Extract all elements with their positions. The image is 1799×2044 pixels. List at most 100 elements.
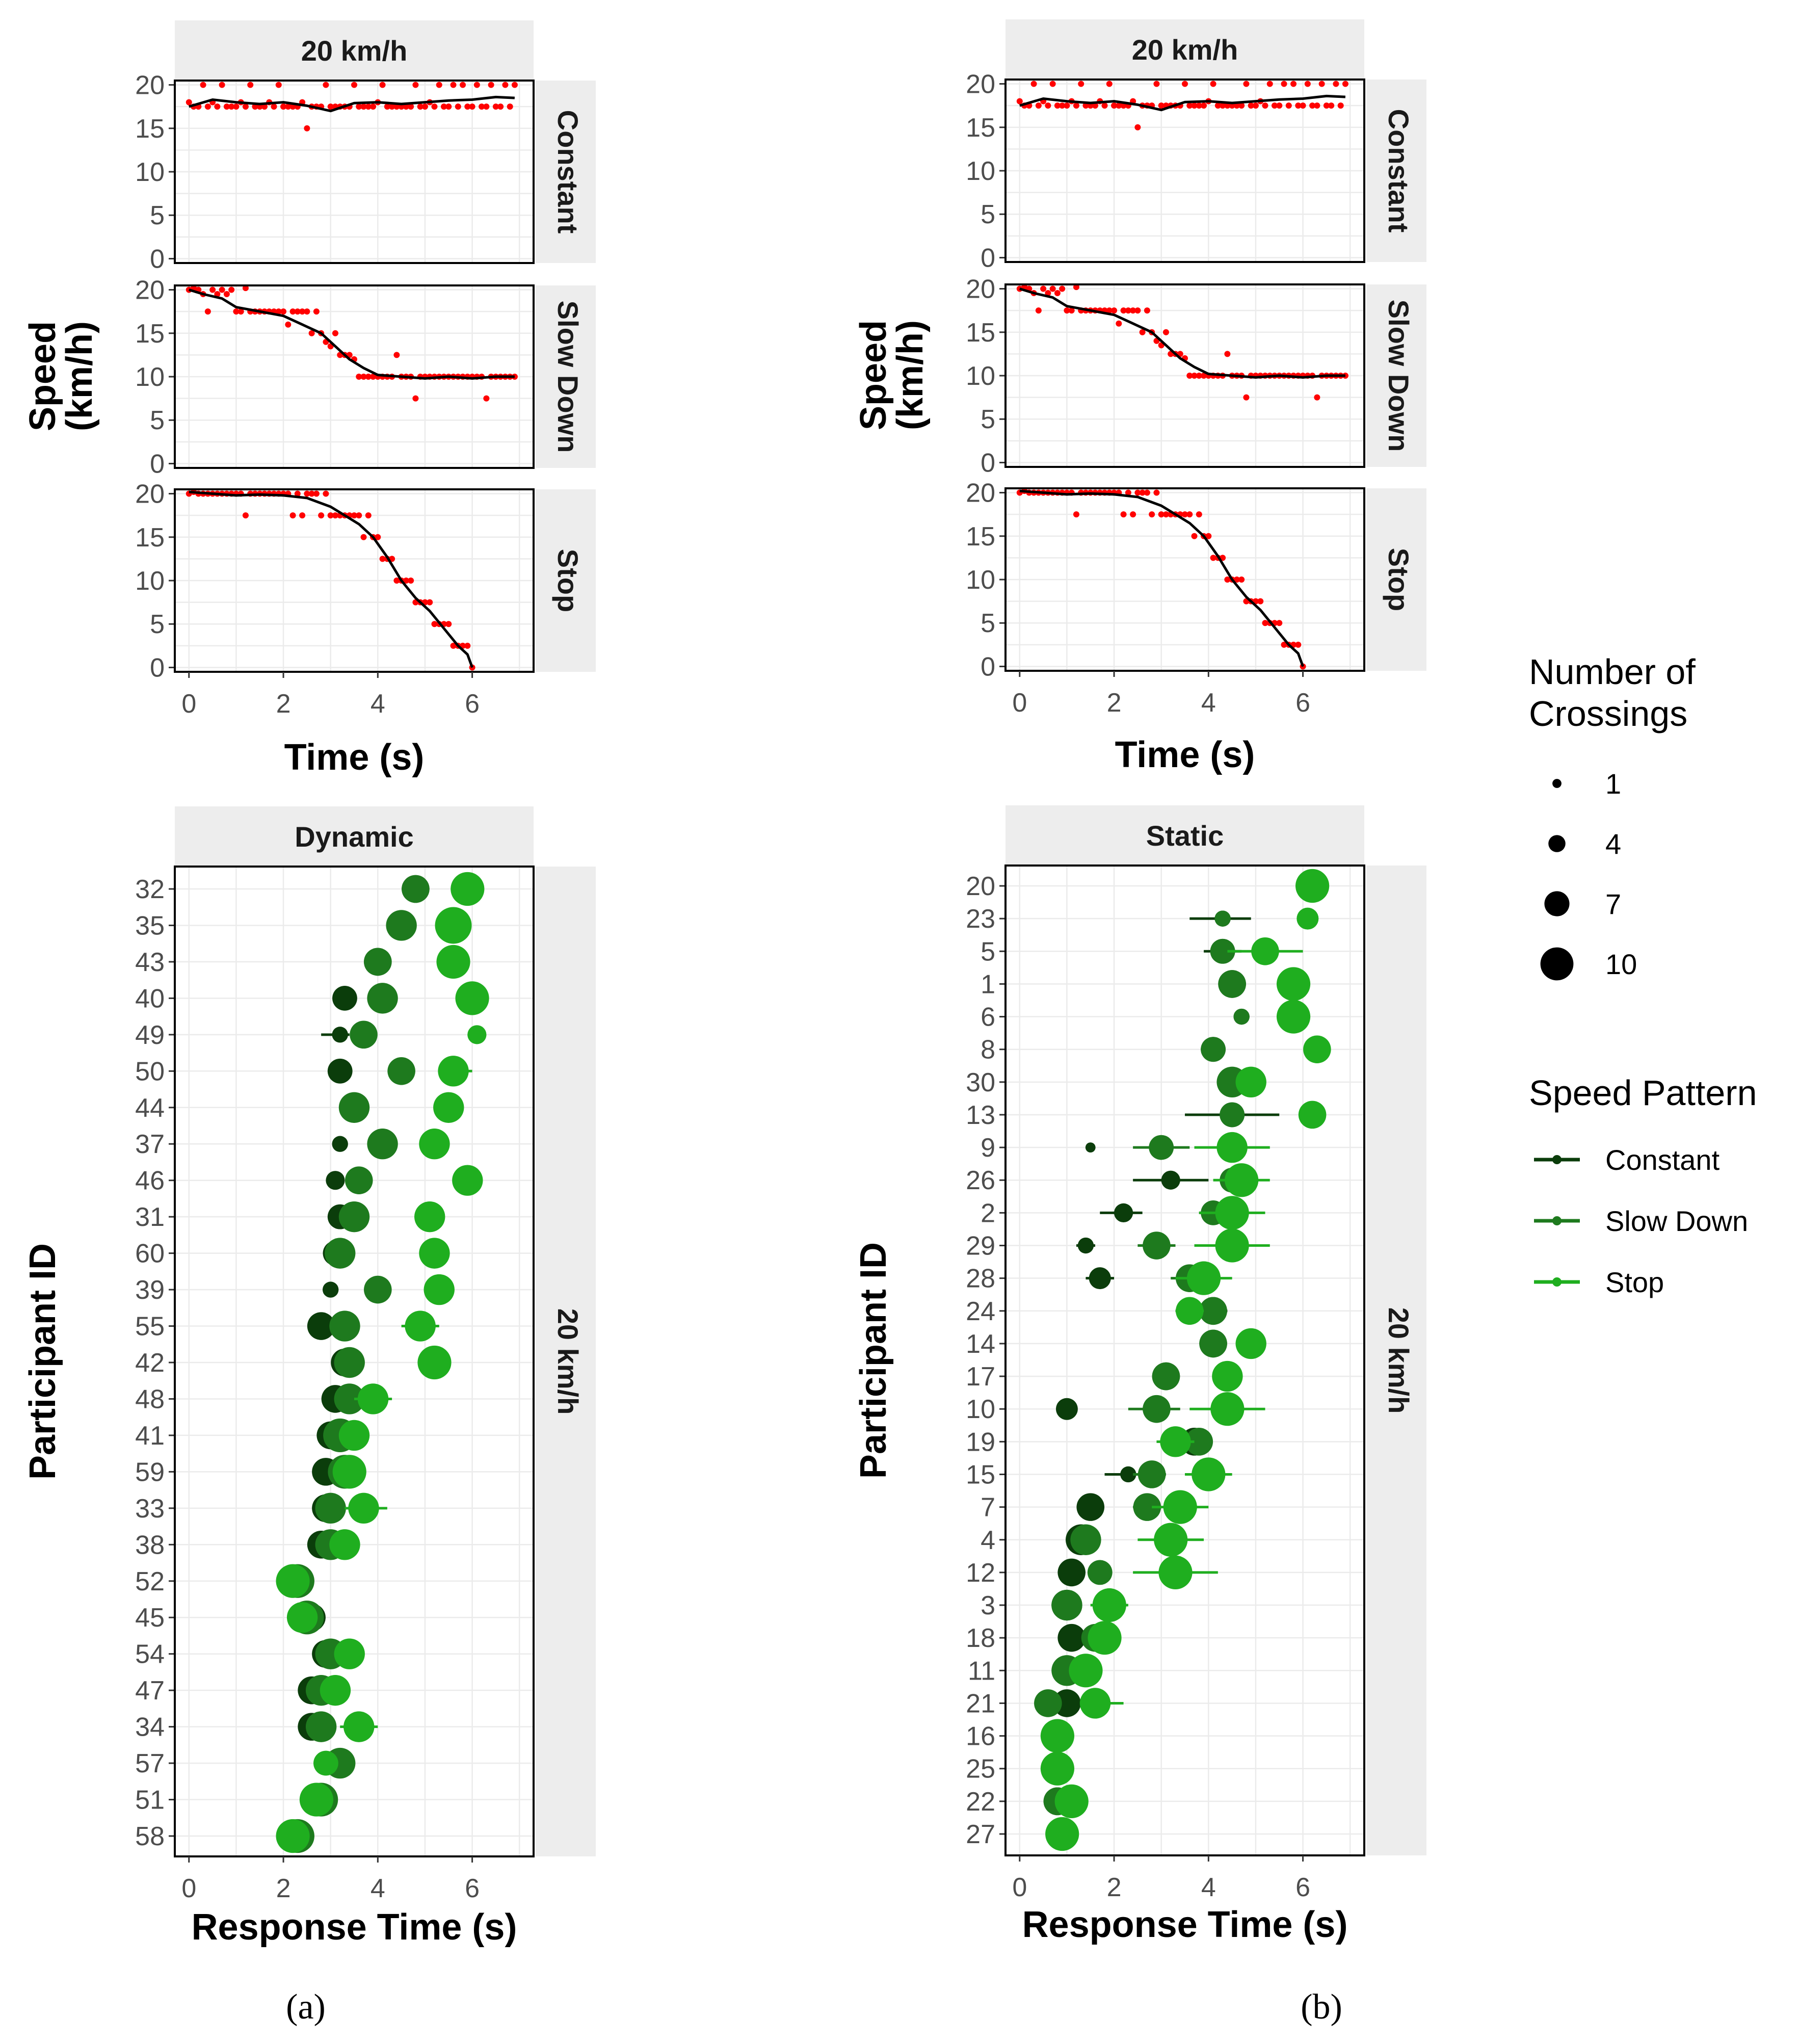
y-tick-label: 20 (135, 480, 165, 509)
response-point (419, 1238, 450, 1269)
speed-point (214, 103, 221, 110)
response-point (334, 1638, 365, 1669)
response-point (1199, 1329, 1227, 1358)
x-tick-label: 6 (465, 1874, 480, 1903)
participant-label: 44 (135, 1093, 165, 1123)
response-point (322, 1281, 339, 1298)
speed-point (237, 308, 244, 315)
speed-point (431, 103, 438, 110)
y-tick-label: 10 (966, 565, 995, 595)
speed-point (1314, 394, 1320, 401)
speed-point (1220, 102, 1226, 109)
speed-point (360, 534, 367, 540)
y-tick-label: 5 (981, 200, 995, 229)
y-tick-label: 5 (150, 610, 165, 639)
speed-point (502, 82, 509, 88)
speed-point (1196, 102, 1202, 109)
speed-point (1266, 81, 1273, 87)
participant-label: 10 (966, 1395, 995, 1424)
speed-point (1201, 102, 1207, 109)
y-tick-label: 20 (966, 479, 995, 508)
speed-point (1252, 102, 1259, 109)
response-point (1215, 1196, 1249, 1230)
title-strip (1006, 805, 1364, 866)
facet-strip (536, 81, 596, 263)
response-point (327, 1058, 353, 1084)
response-point (348, 1492, 379, 1524)
facet-strip (1366, 284, 1426, 467)
speed-point (1078, 81, 1084, 87)
speed-point (285, 103, 292, 110)
speed-point (356, 512, 362, 519)
legend-size-dot (1548, 835, 1566, 852)
speed-point (1073, 511, 1079, 518)
response-point (424, 1274, 455, 1305)
speed-point (1248, 102, 1254, 109)
response-point (1215, 1228, 1249, 1263)
speed-point (1328, 102, 1335, 109)
x-tick-label: 4 (371, 1874, 385, 1903)
y-tick-label: 0 (150, 244, 165, 274)
speed-point (1201, 373, 1207, 379)
facet-strip (536, 489, 596, 672)
speed-point (228, 286, 235, 293)
participant-label: 20 (966, 872, 995, 901)
x-tick-label: 0 (1012, 1873, 1027, 1902)
participant-label: 22 (966, 1787, 995, 1817)
speed-point (1040, 285, 1047, 292)
y-tick-label: 0 (981, 243, 995, 273)
speed-point (403, 578, 409, 584)
speed-point (1337, 102, 1344, 109)
speed-point (1030, 81, 1037, 87)
speed-point (1073, 284, 1079, 291)
participant-label: 59 (135, 1457, 165, 1487)
speed-point (469, 103, 475, 110)
speed-point (1035, 102, 1042, 109)
participant-label: 55 (135, 1312, 165, 1342)
response-point (1079, 1688, 1111, 1719)
participant-label: 8 (981, 1035, 995, 1065)
speed-point (1186, 511, 1193, 518)
speed-point (1233, 102, 1240, 109)
legend-size-label: 4 (1605, 828, 1621, 860)
legend-color-title: Speed Pattern (1529, 1073, 1757, 1113)
speed-point (1092, 102, 1098, 109)
y-tick-label: 0 (981, 652, 995, 682)
response-point (1088, 1621, 1122, 1655)
speed-point (1210, 555, 1216, 561)
response-point (299, 1783, 333, 1817)
speed-point (1111, 102, 1118, 109)
speed-point (436, 82, 442, 88)
legend-size-title-line2: Crossings (1529, 694, 1687, 733)
speed-point (304, 490, 310, 497)
speed-point (1224, 102, 1231, 109)
y-tick-label: 15 (135, 319, 165, 349)
participant-label: 57 (135, 1749, 165, 1778)
speed-point (1153, 489, 1160, 496)
speed-point (289, 512, 296, 519)
speed-point (289, 308, 296, 315)
speed-point (455, 103, 461, 110)
response-point (1185, 1428, 1213, 1456)
response-point (1154, 1523, 1188, 1557)
participant-label: 23 (966, 904, 995, 934)
response-point (364, 948, 392, 976)
response-point (1077, 1237, 1094, 1254)
response-point (1214, 910, 1231, 927)
speed-point (252, 103, 258, 110)
response-point (1057, 1558, 1086, 1587)
y-tick-label: 20 (135, 71, 165, 100)
participant-label: 1 (981, 969, 995, 999)
panel-border (1004, 864, 1365, 1856)
response-point (1054, 1784, 1089, 1818)
legend-size-dot (1552, 779, 1562, 788)
participant-label: 27 (966, 1820, 995, 1849)
response-point (1076, 1493, 1105, 1521)
x-tick-label: 2 (276, 1874, 291, 1903)
response-point (435, 907, 472, 944)
speed-point (1186, 373, 1193, 379)
speed-point (507, 103, 513, 110)
speed-point (1342, 373, 1348, 379)
speed-line (189, 490, 473, 668)
